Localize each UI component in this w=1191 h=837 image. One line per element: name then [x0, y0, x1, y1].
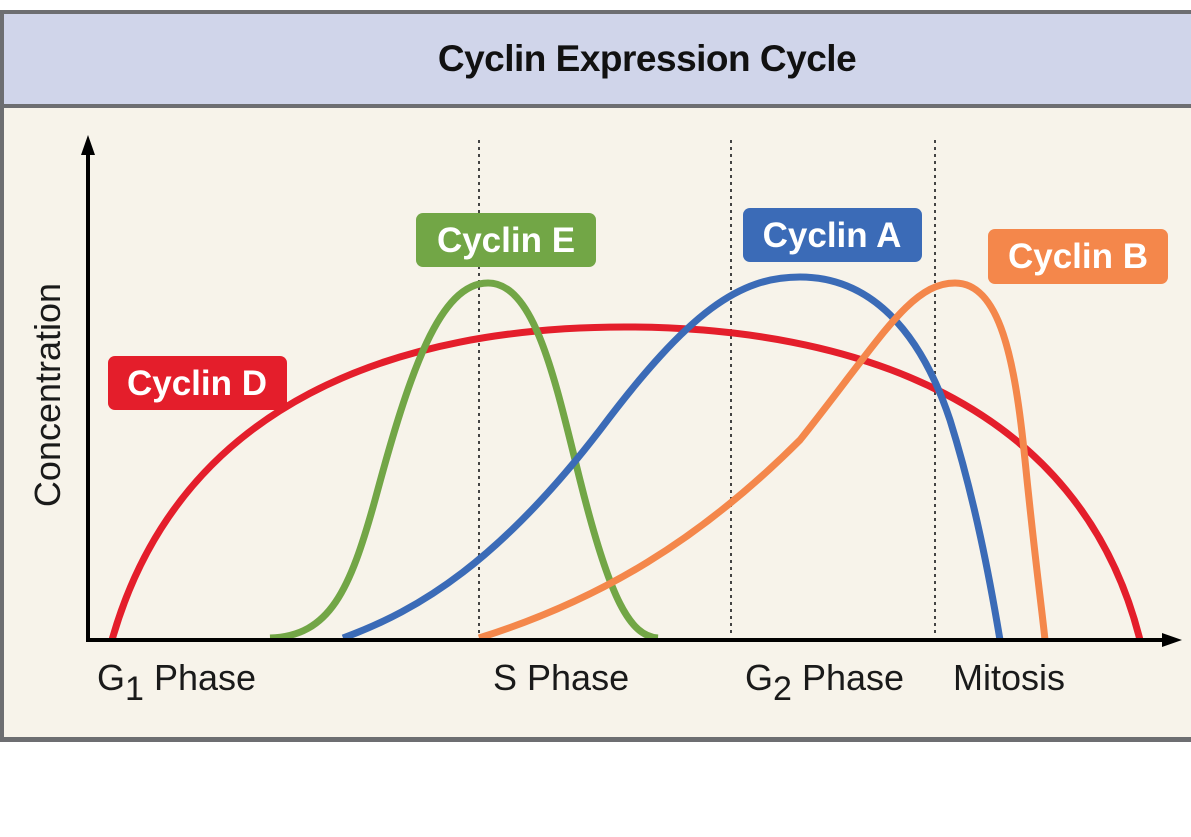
cyclin-b-curve	[477, 279, 1049, 642]
svg-text:Cyclin E: Cyclin E	[437, 221, 575, 260]
svg-text:Cyclin A: Cyclin A	[763, 216, 902, 255]
title-bar: Cyclin Expression Cycle	[4, 14, 1191, 104]
cyclin-a-curve	[341, 273, 1004, 642]
svg-text:Cyclin D: Cyclin D	[127, 364, 267, 403]
cyclin-d-tag: Cyclin D	[108, 356, 287, 410]
svg-text:Cyclin B: Cyclin B	[1008, 237, 1148, 276]
y-axis-arrow-icon	[81, 135, 95, 155]
y-axis-label: Concentration	[27, 283, 68, 507]
cyclin-b-tag: Cyclin B	[988, 229, 1168, 284]
cyclin-e-curve	[269, 279, 659, 642]
phase-label-g1: G1 Phase	[97, 657, 256, 708]
phase-label-mitosis: Mitosis	[953, 657, 1065, 698]
diagram-frame: Cyclin Expression Cycle	[0, 10, 1191, 742]
phase-label-s: S Phase	[493, 657, 629, 698]
cyclin-d-curve	[108, 323, 1144, 641]
cyclin-e-tag: Cyclin E	[416, 213, 596, 267]
x-axis-arrow-icon	[1162, 633, 1182, 647]
phase-label-g2: G2 Phase	[745, 657, 904, 708]
cyclin-a-tag: Cyclin A	[743, 208, 922, 262]
diagram-title: Cyclin Expression Cycle	[437, 38, 857, 79]
